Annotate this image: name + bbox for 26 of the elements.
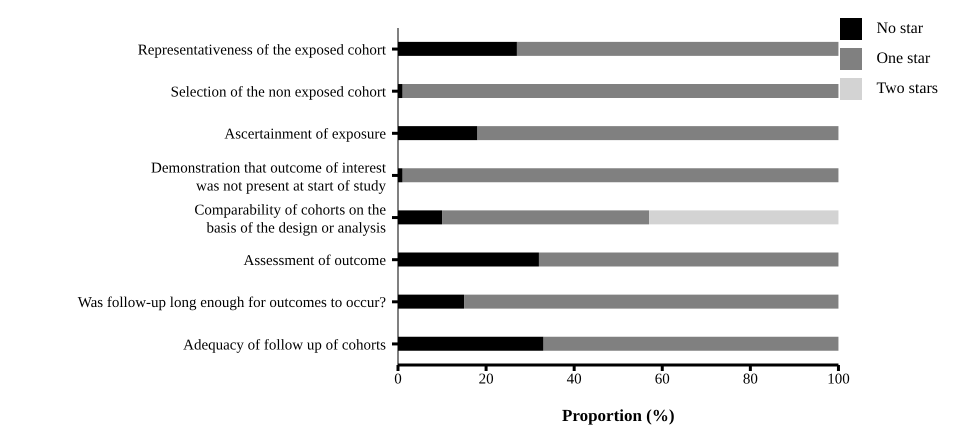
x-tick-label: 40 xyxy=(566,372,582,388)
bar xyxy=(538,252,838,267)
y-tick-label: Selection of the non exposed cohort xyxy=(170,84,387,101)
y-tick-label: Adequacy of follow up of cohorts xyxy=(183,337,386,354)
y-tick-label: Ascertainment of exposure xyxy=(224,126,386,143)
legend-label: Two stars xyxy=(876,80,938,97)
bar xyxy=(543,336,838,351)
y-tick-label: Comparability of cohorts on the basis of the design or analysis xyxy=(194,202,386,237)
bar xyxy=(477,126,838,140)
y-tick-label: Assessment of outcome xyxy=(244,253,386,270)
bar xyxy=(402,84,838,98)
legend-label: No star xyxy=(876,20,924,37)
bar xyxy=(442,210,650,224)
bar xyxy=(464,294,838,309)
x-tick-label: 0 xyxy=(394,372,402,388)
legend-label: One star xyxy=(876,50,930,67)
x-tick-label: 60 xyxy=(654,372,670,388)
bar xyxy=(649,210,838,224)
y-tick-label: Representativeness of the exposed cohort xyxy=(138,42,387,58)
x-tick-label: 20 xyxy=(478,372,494,388)
y-tick-label: Was follow-up long enough for outcomes to occur? xyxy=(78,295,386,312)
x-axis-title: Proportion (%) xyxy=(562,406,674,425)
x-tick-label: 80 xyxy=(742,372,758,388)
x-tick-label: 100 xyxy=(827,372,850,388)
bar xyxy=(402,168,838,182)
y-tick-label: Demonstration that outcome of interest was not present at start of study xyxy=(151,160,387,194)
